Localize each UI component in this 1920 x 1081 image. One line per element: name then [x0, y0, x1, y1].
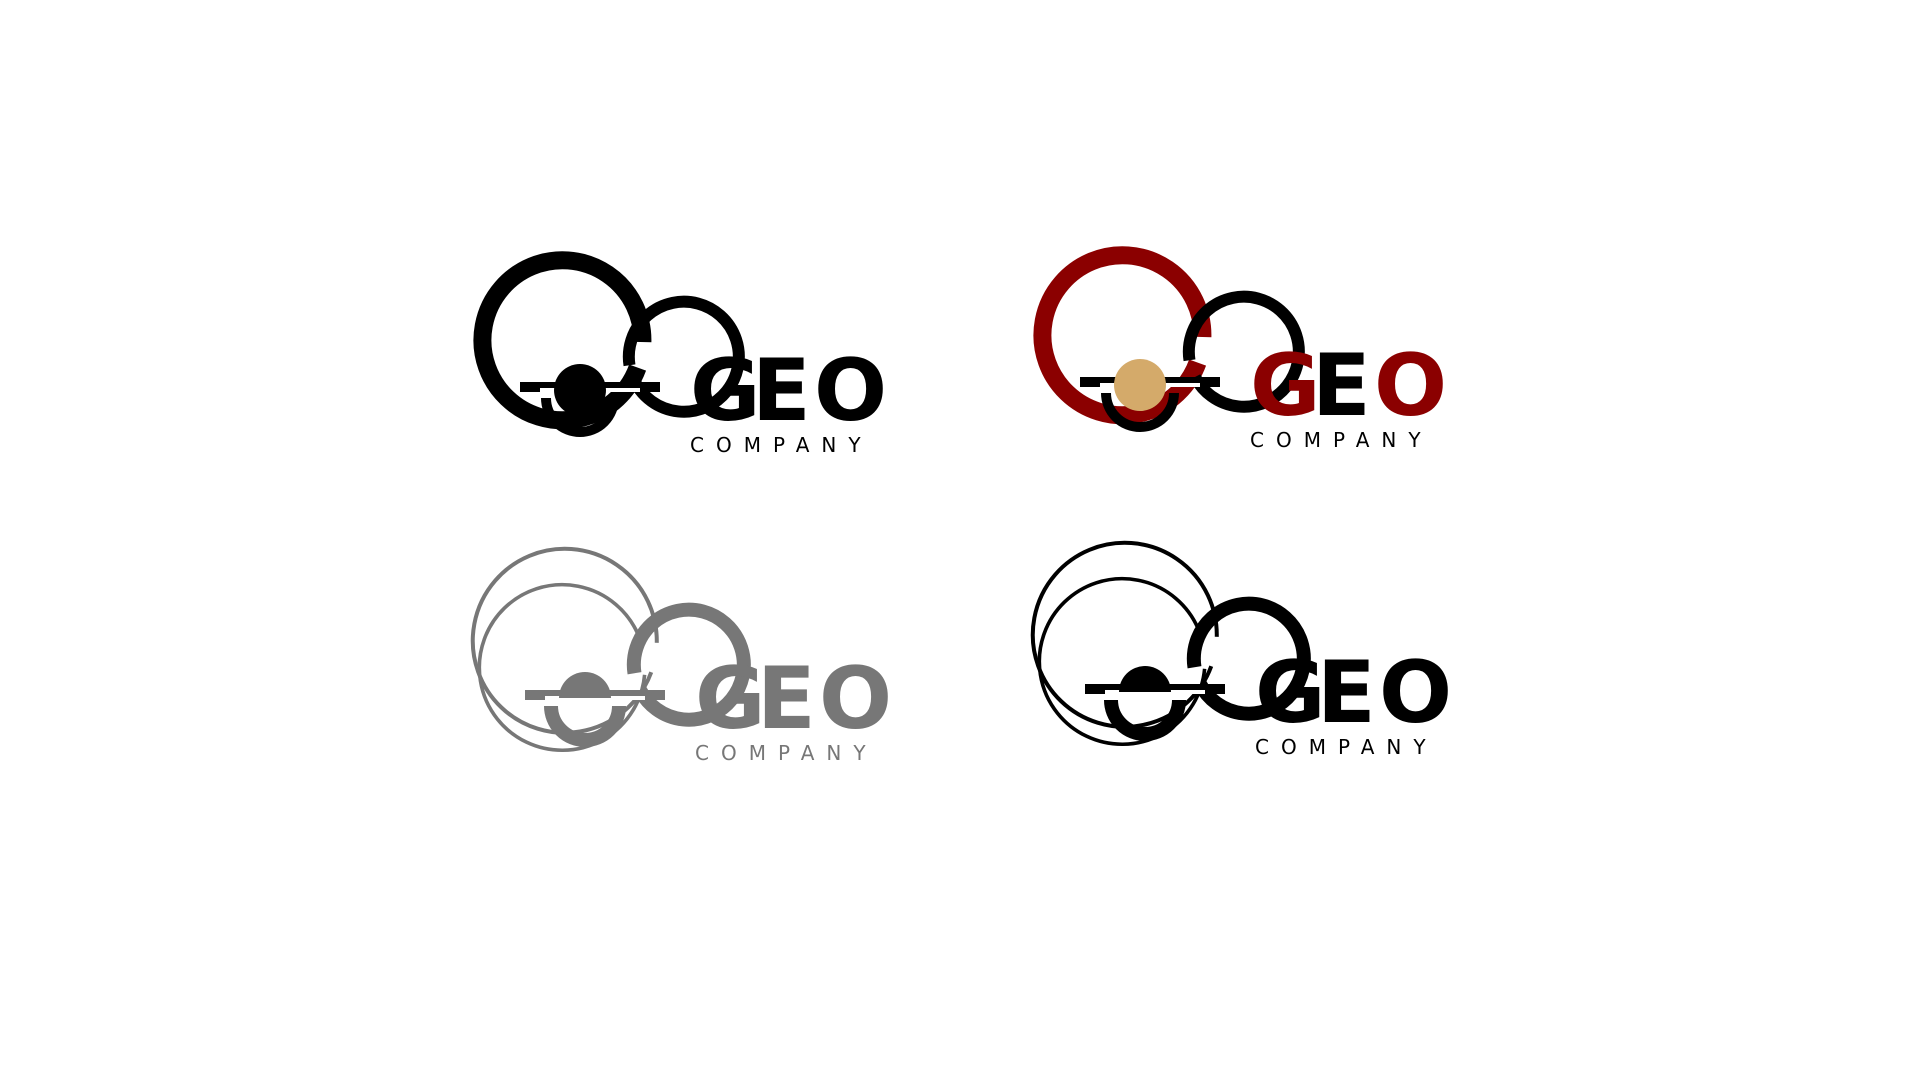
wordmark-letter: O: [1374, 336, 1447, 436]
wordmark-letter: E: [1312, 336, 1371, 436]
middle-ring-icon: [1182, 290, 1305, 413]
company-subtitle: COMPANY: [1250, 428, 1433, 452]
wordmark: GE O: [695, 649, 892, 749]
inner-ring-icon: [1101, 392, 1179, 432]
wordmark-letter: E: [1317, 643, 1376, 743]
wordmark-letter: G: [1255, 643, 1326, 743]
center-dot-icon: [554, 364, 606, 416]
emblem-icon: [1033, 246, 1305, 432]
wordmark-letter: O: [814, 341, 887, 441]
inner-ring-icon: [544, 705, 626, 747]
wordmark: GE O: [1250, 336, 1447, 436]
middle-ring-icon: [1186, 596, 1311, 721]
emblem-icon: [1030, 540, 1311, 746]
center-dot-icon: [1114, 359, 1166, 411]
center-half-dot-icon: [559, 672, 611, 698]
outer-ring-icon: [473, 251, 652, 430]
emblem-icon: [473, 251, 745, 437]
company-subtitle: COMPANY: [695, 741, 878, 765]
wordmark-letter: G: [690, 341, 761, 441]
company-subtitle: COMPANY: [690, 433, 873, 457]
wordmark-letter: E: [757, 649, 816, 749]
inner-ring-icon: [541, 397, 619, 437]
middle-ring-icon: [626, 602, 751, 727]
wordmark-letter: O: [819, 649, 892, 749]
outer-ring-icon: [470, 546, 659, 735]
company-subtitle: COMPANY: [1255, 735, 1438, 759]
center-half-dot-icon: [1119, 666, 1171, 692]
outer-ring-icon: [1030, 540, 1219, 729]
emblem-icon: [470, 546, 751, 752]
outer-ring-icon: [1033, 246, 1212, 425]
wordmark: GE O: [690, 341, 887, 441]
wordmark: GE O: [1255, 643, 1452, 743]
wordmark-letter: G: [695, 649, 766, 749]
middle-ring-icon: [622, 295, 745, 418]
wordmark-letter: G: [1250, 336, 1321, 436]
inner-ring-icon: [1104, 699, 1186, 741]
wordmark-letter: E: [752, 341, 811, 441]
wordmark-letter: O: [1379, 643, 1452, 743]
